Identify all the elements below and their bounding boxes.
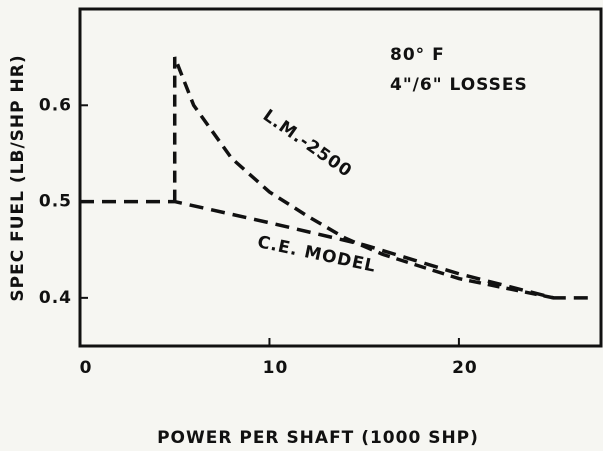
y-tick-label: 0.6 [39,95,72,115]
plot-frame [78,7,603,348]
x-tick-label: 20 [452,358,478,378]
y-axis-label: SPEC FUEL (LB/SHP HR) [8,54,28,301]
line [80,199,592,300]
y-tick-label: 0.4 [39,288,72,308]
line [172,56,554,300]
x-tick-label: 0 [80,358,93,378]
annotation: 4"/6" LOSSES [390,75,528,95]
y-tick-label: 0.5 [39,192,72,212]
annotation: 80° F [390,45,445,65]
x-tick-label: 10 [263,358,289,378]
x-axis-label: POWER PER SHAFT (1000 SHP) [157,428,479,448]
